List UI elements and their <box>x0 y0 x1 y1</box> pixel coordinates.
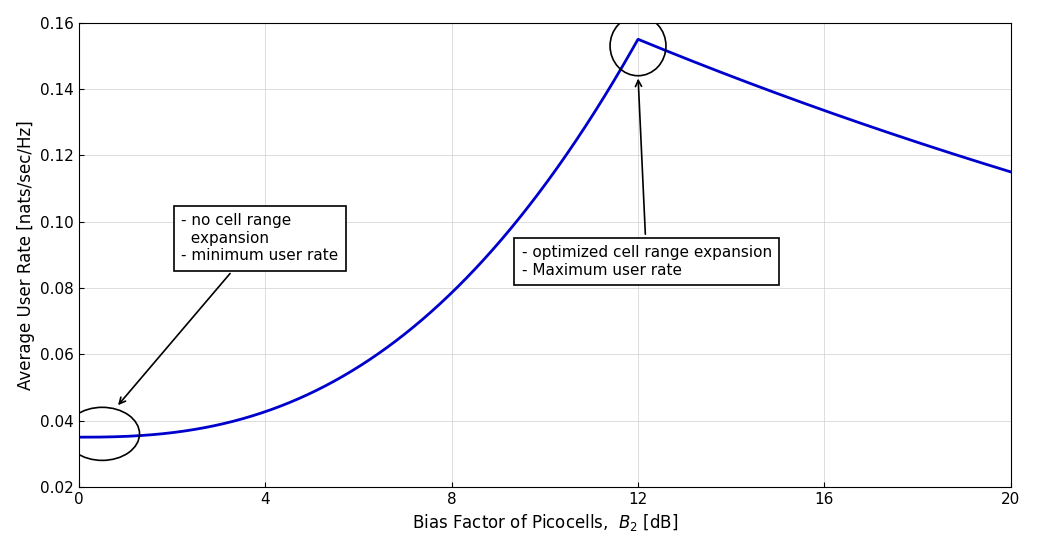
Text: - no cell range
  expansion
- minimum user rate: - no cell range expansion - minimum user… <box>119 213 339 404</box>
X-axis label: Bias Factor of Picocells,  $B_2$ [dB]: Bias Factor of Picocells, $B_2$ [dB] <box>412 513 678 534</box>
Y-axis label: Average User Rate [nats/sec/Hz]: Average User Rate [nats/sec/Hz] <box>17 120 34 389</box>
Text: - optimized cell range expansion
- Maximum user rate: - optimized cell range expansion - Maxim… <box>522 80 772 278</box>
